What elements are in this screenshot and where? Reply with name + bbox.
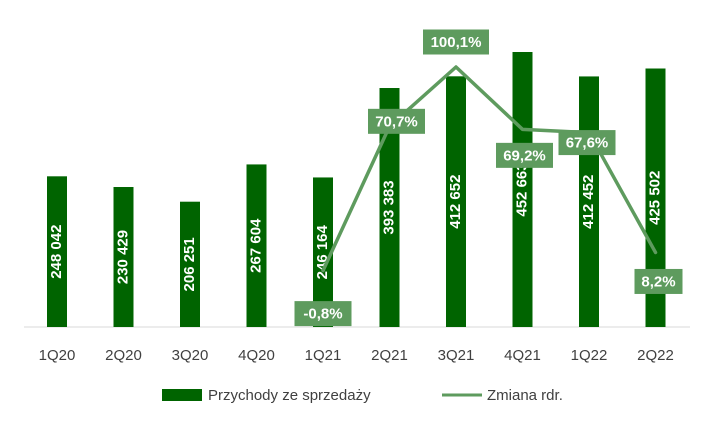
yoy-change-line xyxy=(321,65,658,273)
yoy-label-1Q22: 67,6% xyxy=(558,130,616,156)
line-layer xyxy=(321,65,658,273)
category-labels-layer: 1Q20 2Q20 3Q20 4Q20 1Q21 2Q21 3Q21 4Q21 1Q22 2Q22 xyxy=(39,347,674,364)
yoy-label-text: 69,2% xyxy=(503,147,546,164)
x-tick-label: 2Q20 xyxy=(105,347,142,364)
yoy-label-box xyxy=(423,29,489,55)
yoy-label-text: 70,7% xyxy=(375,113,418,130)
yoy-label-text: 8,2% xyxy=(641,273,675,290)
bar-2Q22 xyxy=(645,68,666,328)
yoy-label-box xyxy=(496,142,553,168)
bar-1Q20 xyxy=(47,176,67,327)
legend-bar-swatch xyxy=(162,389,202,401)
bar-3Q20 xyxy=(180,201,200,327)
x-tick-label: 1Q20 xyxy=(39,347,76,364)
bar-4Q21 xyxy=(512,52,533,327)
yoy-label-2Q21: 70,7% xyxy=(368,108,425,134)
bar-value-label: 267 604 xyxy=(247,218,264,273)
yoy-label-text: -0,8% xyxy=(303,306,342,323)
x-tick-label: 1Q22 xyxy=(571,347,608,364)
bar-1Q21 xyxy=(313,177,333,327)
yoy-label-box xyxy=(294,301,352,327)
bar-4Q20 xyxy=(246,164,267,327)
bar-value-label: 230 429 xyxy=(114,230,131,284)
x-tick-label: 3Q21 xyxy=(438,347,475,364)
x-tick-label: 4Q20 xyxy=(238,347,275,364)
yoy-label-4Q21: 69,2% xyxy=(496,142,553,168)
bar-value-label: 412 652 xyxy=(447,175,464,229)
x-tick-label: 4Q21 xyxy=(504,347,541,364)
x-tick-label: 2Q21 xyxy=(371,347,408,364)
legend: Przychody ze sprzedaży Zmiana rdr. xyxy=(162,387,563,404)
bar-value-label: 425 502 xyxy=(646,171,663,225)
yoy-label-box xyxy=(558,130,616,156)
x-tick-label: 2Q22 xyxy=(637,347,674,364)
yoy-label-text: 100,1% xyxy=(431,34,482,51)
yoy-label-text: 67,6% xyxy=(566,135,609,152)
bar-value-label: 452 663 xyxy=(513,162,530,216)
yoy-label-1Q21: -0,8% xyxy=(294,301,352,327)
legend-bar-label: Przychody ze sprzedaży xyxy=(208,387,371,404)
yoy-label-box xyxy=(634,268,683,294)
bar-value-label: 412 452 xyxy=(580,175,597,229)
bar-2Q21 xyxy=(379,88,400,327)
bar-value-label: 206 251 xyxy=(181,237,198,291)
bar-value-label: 248 042 xyxy=(48,225,65,279)
bar-3Q21 xyxy=(446,76,466,328)
x-tick-label: 1Q21 xyxy=(305,347,342,364)
bar-2Q20 xyxy=(113,187,134,327)
yoy-label-box xyxy=(368,108,425,134)
x-tick-label: 3Q20 xyxy=(172,347,209,364)
bar-value-label: 393 383 xyxy=(380,180,397,234)
legend-line-label: Zmiana rdr. xyxy=(487,387,563,404)
yoy-label-3Q21: 100,1% xyxy=(423,29,489,55)
pct-labels-layer: -0,8% 70,7% 100,1% 69,2% 67,6% 8,2% xyxy=(294,29,683,327)
yoy-label-2Q22: 8,2% xyxy=(634,268,683,294)
